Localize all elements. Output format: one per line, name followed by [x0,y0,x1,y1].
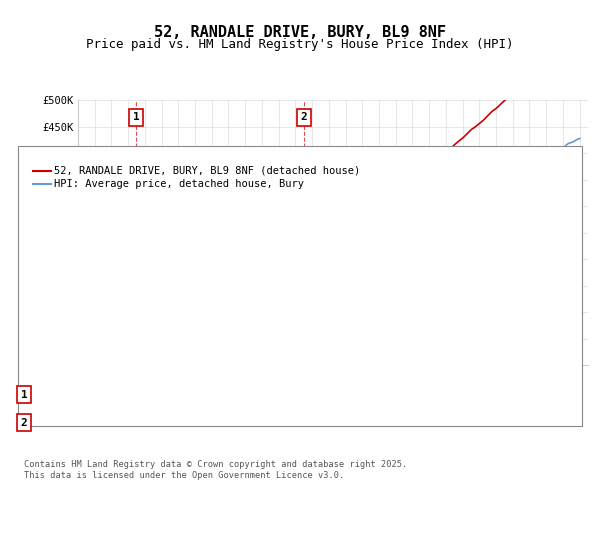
Text: 52, RANDALE DRIVE, BURY, BL9 8NF (detached house): 52, RANDALE DRIVE, BURY, BL9 8NF (detach… [54,166,360,176]
Text: £105,000: £105,000 [252,390,306,400]
Text: 2: 2 [20,418,28,428]
Text: 1: 1 [133,113,139,122]
Text: 2: 2 [301,113,307,122]
Text: HPI: Average price, detached house, Bury: HPI: Average price, detached house, Bury [54,179,304,189]
Text: 16% ↓ HPI: 16% ↓ HPI [378,418,439,428]
Text: £200,000: £200,000 [252,418,306,428]
Text: Contains HM Land Registry data © Crown copyright and database right 2025.
This d: Contains HM Land Registry data © Crown c… [24,460,407,480]
Text: 52, RANDALE DRIVE, BURY, BL9 8NF: 52, RANDALE DRIVE, BURY, BL9 8NF [154,25,446,40]
Text: 22-JUN-1998: 22-JUN-1998 [90,390,164,400]
Text: Price paid vs. HM Land Registry's House Price Index (HPI): Price paid vs. HM Land Registry's House … [86,38,514,51]
Text: 24% ↑ HPI: 24% ↑ HPI [378,390,439,400]
Text: 1: 1 [20,390,28,400]
Text: 07-JUL-2008: 07-JUL-2008 [90,418,164,428]
